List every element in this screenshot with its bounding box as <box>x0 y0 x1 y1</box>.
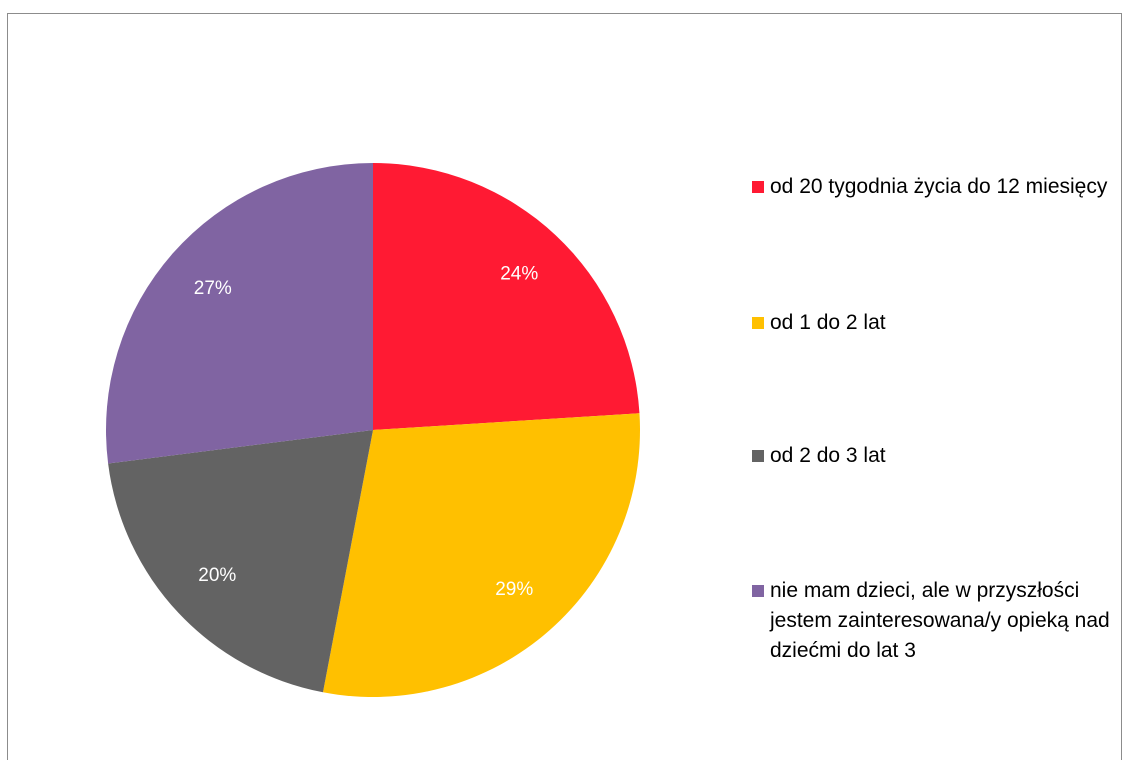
legend-label: nie mam dzieci, ale w przyszłości jestem… <box>770 579 1110 662</box>
legend-swatch <box>752 585 764 597</box>
data-label: 29% <box>495 579 533 600</box>
data-label: 20% <box>198 565 236 586</box>
pie-slice <box>373 163 640 430</box>
legend-label: od 1 do 2 lat <box>770 311 886 334</box>
data-label: 27% <box>194 278 232 299</box>
legend-swatch <box>752 181 764 193</box>
pie-slice <box>322 413 640 697</box>
legend-swatch <box>752 450 764 462</box>
data-label: 24% <box>500 263 538 284</box>
legend-swatch <box>752 317 764 329</box>
legend-item: nie mam dzieci, ale w przyszłości jestem… <box>752 576 1112 666</box>
legend-item: od 20 tygodnia życia do 12 miesięcy <box>752 172 1112 202</box>
pie-slice <box>108 430 373 693</box>
pie-slice <box>106 163 374 464</box>
legend-label: od 2 do 3 lat <box>770 444 886 467</box>
legend-label: od 20 tygodnia życia do 12 miesięcy <box>770 175 1108 198</box>
legend-item: od 2 do 3 lat <box>752 441 1112 471</box>
legend-item: od 1 do 2 lat <box>752 308 1112 338</box>
